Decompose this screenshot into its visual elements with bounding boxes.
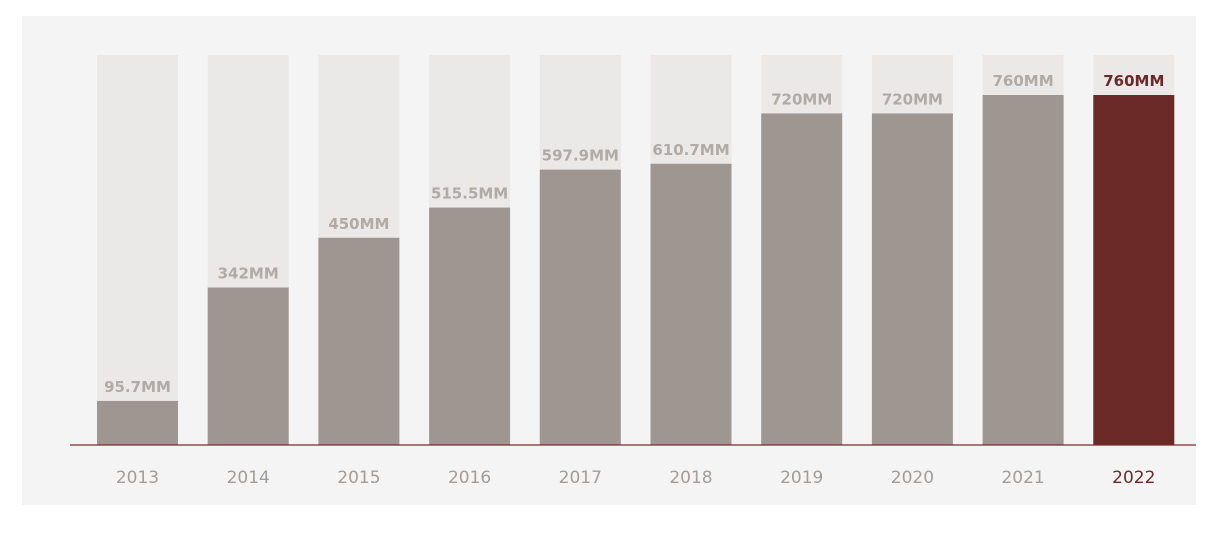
- bar-background: [97, 55, 178, 445]
- value-label: 760MM: [993, 72, 1054, 90]
- value-label: 450MM: [328, 215, 389, 233]
- value-label: 597.9MM: [542, 147, 619, 165]
- bar: [982, 95, 1064, 445]
- bar: [207, 287, 289, 445]
- x-tick-label: 2015: [337, 468, 380, 488]
- value-label: 610.7MM: [652, 141, 729, 159]
- x-tick-label: 2017: [559, 468, 602, 488]
- value-label: 720MM: [882, 90, 943, 108]
- bar: [871, 113, 953, 445]
- x-tick-label: 2014: [227, 468, 270, 488]
- value-label: 515.5MM: [431, 185, 508, 203]
- value-label: 720MM: [771, 90, 832, 108]
- x-tick-label: 2013: [116, 468, 159, 488]
- bar: [650, 163, 732, 445]
- bar: [429, 207, 511, 445]
- x-tick-label: 2021: [1001, 468, 1044, 488]
- bar: [318, 237, 400, 445]
- bar: [97, 400, 178, 445]
- x-tick-label: 2020: [891, 468, 934, 488]
- bar: [761, 113, 843, 445]
- value-label: 760MM: [1103, 72, 1164, 90]
- bar: [1093, 95, 1175, 445]
- x-tick-label: 2016: [448, 468, 491, 488]
- value-label: 95.7MM: [104, 378, 171, 396]
- x-tick-label: 2022: [1112, 468, 1155, 488]
- x-tick-label: 2019: [780, 468, 823, 488]
- value-label: 342MM: [218, 265, 279, 283]
- bar: [539, 169, 621, 446]
- x-tick-label: 2018: [669, 468, 712, 488]
